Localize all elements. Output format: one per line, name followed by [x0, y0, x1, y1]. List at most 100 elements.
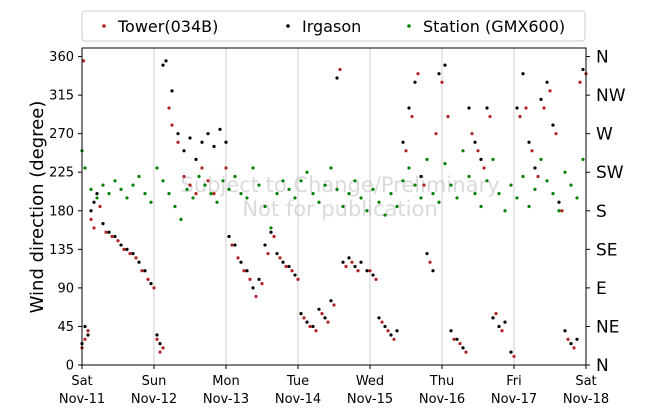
- data-point: [494, 311, 498, 316]
- data-point: [269, 226, 273, 230]
- data-point: [497, 192, 501, 196]
- data-point: [107, 230, 111, 234]
- data-point: [389, 192, 393, 196]
- data-point: [110, 234, 114, 239]
- y-tick-label: 45: [57, 320, 74, 335]
- data-point: [311, 192, 315, 196]
- data-point: [368, 269, 372, 273]
- data-point: [422, 183, 426, 187]
- data-point: [131, 183, 135, 187]
- data-point: [296, 277, 300, 281]
- data-point: [275, 192, 279, 196]
- x-tick-day: Thu: [429, 374, 454, 389]
- data-point: [539, 97, 543, 102]
- data-point: [470, 132, 474, 136]
- data-point: [377, 200, 381, 204]
- data-point: [221, 179, 225, 183]
- data-point: [329, 166, 333, 170]
- series-0: [80, 59, 588, 359]
- data-point: [449, 183, 453, 187]
- data-point: [443, 162, 447, 166]
- data-point: [182, 149, 186, 153]
- data-point: [98, 204, 102, 209]
- legend-label: Station (GMX600): [423, 17, 565, 36]
- data-point: [206, 179, 210, 183]
- data-point: [293, 273, 297, 277]
- data-point: [344, 264, 348, 269]
- data-point: [452, 337, 456, 341]
- plot-area: [82, 48, 586, 365]
- data-point: [371, 273, 375, 277]
- data-point: [350, 260, 354, 264]
- data-point: [338, 67, 342, 72]
- data-point: [287, 264, 291, 269]
- data-point: [533, 187, 537, 191]
- data-point: [314, 329, 318, 333]
- legend-box: [81, 10, 586, 42]
- data-point: [359, 196, 363, 200]
- data-point: [341, 204, 345, 209]
- data-point: [353, 179, 357, 183]
- right-tick-label: NW: [596, 86, 626, 106]
- data-point: [443, 63, 447, 67]
- x-tick-date: Nov-15: [347, 392, 393, 407]
- data-point: [353, 264, 357, 269]
- y-axis-label: Wind direction (degree): [27, 101, 48, 314]
- data-point: [284, 264, 288, 269]
- x-tick-day: Fri: [506, 374, 522, 389]
- data-point: [407, 106, 411, 110]
- series-1: [80, 59, 585, 354]
- data-point: [374, 277, 378, 281]
- data-point: [401, 179, 405, 183]
- data-point: [419, 196, 423, 200]
- data-point: [347, 256, 351, 260]
- watermark-line-2: Not for publication: [242, 197, 437, 221]
- data-point: [89, 217, 93, 221]
- data-point: [473, 192, 477, 196]
- data-point: [332, 303, 336, 307]
- data-point: [86, 333, 90, 337]
- x-tick-date: Nov-12: [131, 392, 177, 407]
- data-point: [194, 157, 198, 161]
- data-point: [125, 196, 129, 200]
- x-tick-date: Nov-14: [275, 392, 321, 407]
- data-point: [527, 204, 531, 209]
- data-point: [101, 222, 105, 226]
- data-point: [518, 114, 522, 119]
- data-point: [371, 187, 375, 191]
- data-point: [431, 269, 435, 273]
- data-point: [365, 269, 369, 273]
- data-point: [581, 157, 585, 161]
- data-point: [515, 196, 519, 200]
- data-point: [356, 269, 360, 273]
- data-point: [242, 269, 246, 273]
- data-point: [182, 174, 186, 179]
- data-point: [311, 324, 315, 329]
- data-point: [479, 157, 483, 161]
- x-tick-day: Tue: [286, 374, 309, 389]
- data-point: [206, 132, 210, 136]
- data-point: [119, 187, 123, 191]
- data-point: [275, 252, 279, 256]
- data-point: [464, 350, 468, 354]
- data-point: [377, 316, 381, 320]
- data-point: [323, 183, 327, 187]
- x-tick-date: Nov-16: [419, 392, 465, 407]
- data-point: [263, 204, 267, 209]
- data-point: [302, 316, 306, 320]
- data-point: [341, 260, 345, 264]
- data-point: [533, 166, 537, 170]
- data-point: [266, 252, 270, 256]
- data-point: [254, 294, 258, 299]
- data-point: [113, 179, 117, 183]
- data-point: [455, 196, 459, 200]
- legend-items: Tower(034B) Irgason Station (GMX600): [102, 17, 565, 36]
- data-point: [263, 243, 267, 247]
- right-tick-label: W: [596, 125, 613, 145]
- right-tick-label: E: [596, 279, 607, 299]
- data-point: [317, 200, 321, 204]
- data-point: [164, 59, 168, 63]
- data-point: [245, 269, 249, 273]
- data-point: [563, 329, 567, 333]
- data-point: [491, 157, 495, 161]
